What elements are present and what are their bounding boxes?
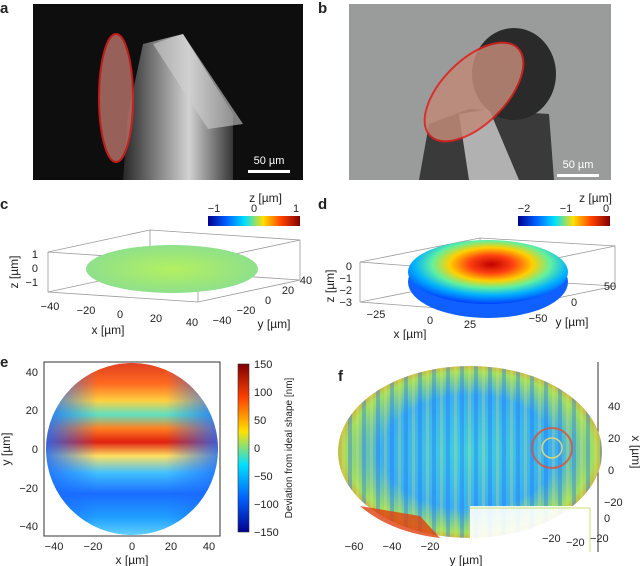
y-tick-f-2: 0 [608,465,614,477]
outline-ellipse-b [423,41,525,143]
scalebar-b [557,174,599,177]
z-label-c: z [µm] [7,256,21,289]
y-tick-f-3: −20 [604,497,623,509]
x-tick-f-0: −60 [345,541,364,553]
photo-a: 50 µm [33,4,303,180]
z-tick-d-3: −3 [339,297,352,309]
x-tick-e-3: 20 [165,541,177,553]
x-tick-e-4: 40 [203,541,215,553]
colorbar-tick-c-0: −1 [208,203,221,215]
colorbar-tick-e-6: −150 [254,527,279,539]
inset-tick-0: 0 [604,513,610,525]
colorbar-label-d: z [µm] [579,191,612,205]
colorbar-e [237,363,250,533]
y-tick-d-1: 0 [571,297,577,309]
z-tick-c-0: 1 [32,249,38,261]
panel-letter-e: e [0,354,9,371]
y-tick-e-4: −40 [19,521,38,533]
surface-c [86,245,258,293]
y-label-f: x [µm] [629,436,640,469]
scalebar-a [248,170,290,173]
x-tick-e-2: 0 [129,541,135,553]
inset-tick-3: −20 [590,533,609,545]
panel-letter-b: b [318,0,328,17]
colorbar-tick-e-2: 50 [254,415,266,427]
y-tick-c-1: −20 [237,305,256,317]
panel-letter-c: c [0,196,9,213]
z-tick-c-1: 0 [32,263,38,275]
colorbar-tick-d-0: −2 [518,203,531,215]
panel-letter-d: d [318,196,328,213]
colorbar-tick-c-2: 1 [293,203,299,215]
surface-plot-c: −1 0 1 z [µm] 1 0 −1 z [µm] −40 −20 0 20… [7,191,312,337]
x-tick-f-2: −20 [421,541,440,553]
x-tick-c-4: 40 [186,317,198,329]
fiber-photo-b: 50 µm [419,28,599,180]
x-tick-c-3: 20 [150,313,162,325]
panel-letter-a: a [0,0,9,17]
y-tick-f-1: 20 [608,433,620,445]
x-tick-d-1: 0 [427,315,433,327]
x-tick-c-2: 0 [117,309,123,321]
deviation-map-f: 40 20 0 −20 x [µm] 0 −20 −20 −20 −60 −40… [338,362,640,566]
colorbar-tick-e-0: 150 [254,359,272,371]
x-tick-d-2: 25 [464,319,476,331]
y-tick-f-0: 40 [608,401,620,413]
inset-tick-2: −20 [566,537,585,549]
surface-plot-d: −2 −1 0 z [µm] 0 −1 −2 −3 z [µm] −25 0 2… [323,191,616,340]
photo-b: 50 µm [349,4,611,180]
z-tick-c-2: −1 [25,277,38,289]
scalebar-label-b: 50 µm [563,159,594,171]
surface-d [408,240,568,304]
y-tick-e-1: 20 [26,405,38,417]
fiber-photo-a: 50 µm [98,33,290,180]
colorbar-label-e: Deviation from ideal shape [nm] [284,377,295,518]
z-label-d: z [µm] [323,270,337,303]
y-tick-d-0: −50 [529,313,548,325]
z-tick-d-2: −2 [339,285,352,297]
x-tick-d-0: −25 [367,309,386,321]
colorbar-tick-e-5: −100 [254,499,279,511]
z-tick-d-1: −1 [339,273,352,285]
inset-tick-1: −20 [542,533,561,545]
scalebar-label-a: 50 µm [254,155,285,167]
y-tick-e-3: −20 [19,483,38,495]
y-label-d: y [µm] [556,315,589,329]
y-tick-c-0: −40 [213,315,232,327]
colorbar-tick-e-4: −50 [254,471,273,483]
y-tick-e-2: 0 [32,444,38,456]
colorbar-label-c: z [µm] [249,191,282,205]
x-tick-c-0: −40 [41,301,60,313]
y-tick-c-2: 0 [265,295,271,307]
x-tick-e-1: −20 [84,541,103,553]
y-tick-c-3: 20 [282,285,294,297]
z-tick-d-0: 0 [346,261,352,273]
colorbar-tick-d-1: −1 [560,203,573,215]
colorbar-tick-e-3: 0 [254,443,260,455]
panel-letter-f: f [338,368,343,385]
colorbar-d [518,216,610,226]
inset-box [470,506,590,552]
colorbar-c [208,216,300,226]
x-label-f: y [µm] [450,553,483,566]
x-label-c: x [µm] [92,323,125,337]
x-tick-f-1: −40 [383,541,402,553]
x-label-d: x [µm] [394,327,427,340]
y-tick-c-4: 40 [300,275,312,287]
y-tick-d-2: 50 [604,281,616,293]
y-label-c: y [µm] [258,317,291,331]
colorbar-tick-d-2: 0 [603,203,609,215]
deviation-map-e: 40 20 0 −20 −40 y [µm] −40 −20 0 20 40 x… [0,359,295,566]
x-tick-e-0: −40 [45,541,64,553]
x-label-e: x [µm] [116,553,149,566]
outline-ellipse-a [98,33,134,163]
y-tick-e-0: 40 [26,367,38,379]
colorbar-tick-e-1: 100 [254,387,272,399]
x-tick-c-1: −20 [77,305,96,317]
y-label-e: y [µm] [0,433,13,466]
colorbar-tick-c-1: 0 [251,203,257,215]
